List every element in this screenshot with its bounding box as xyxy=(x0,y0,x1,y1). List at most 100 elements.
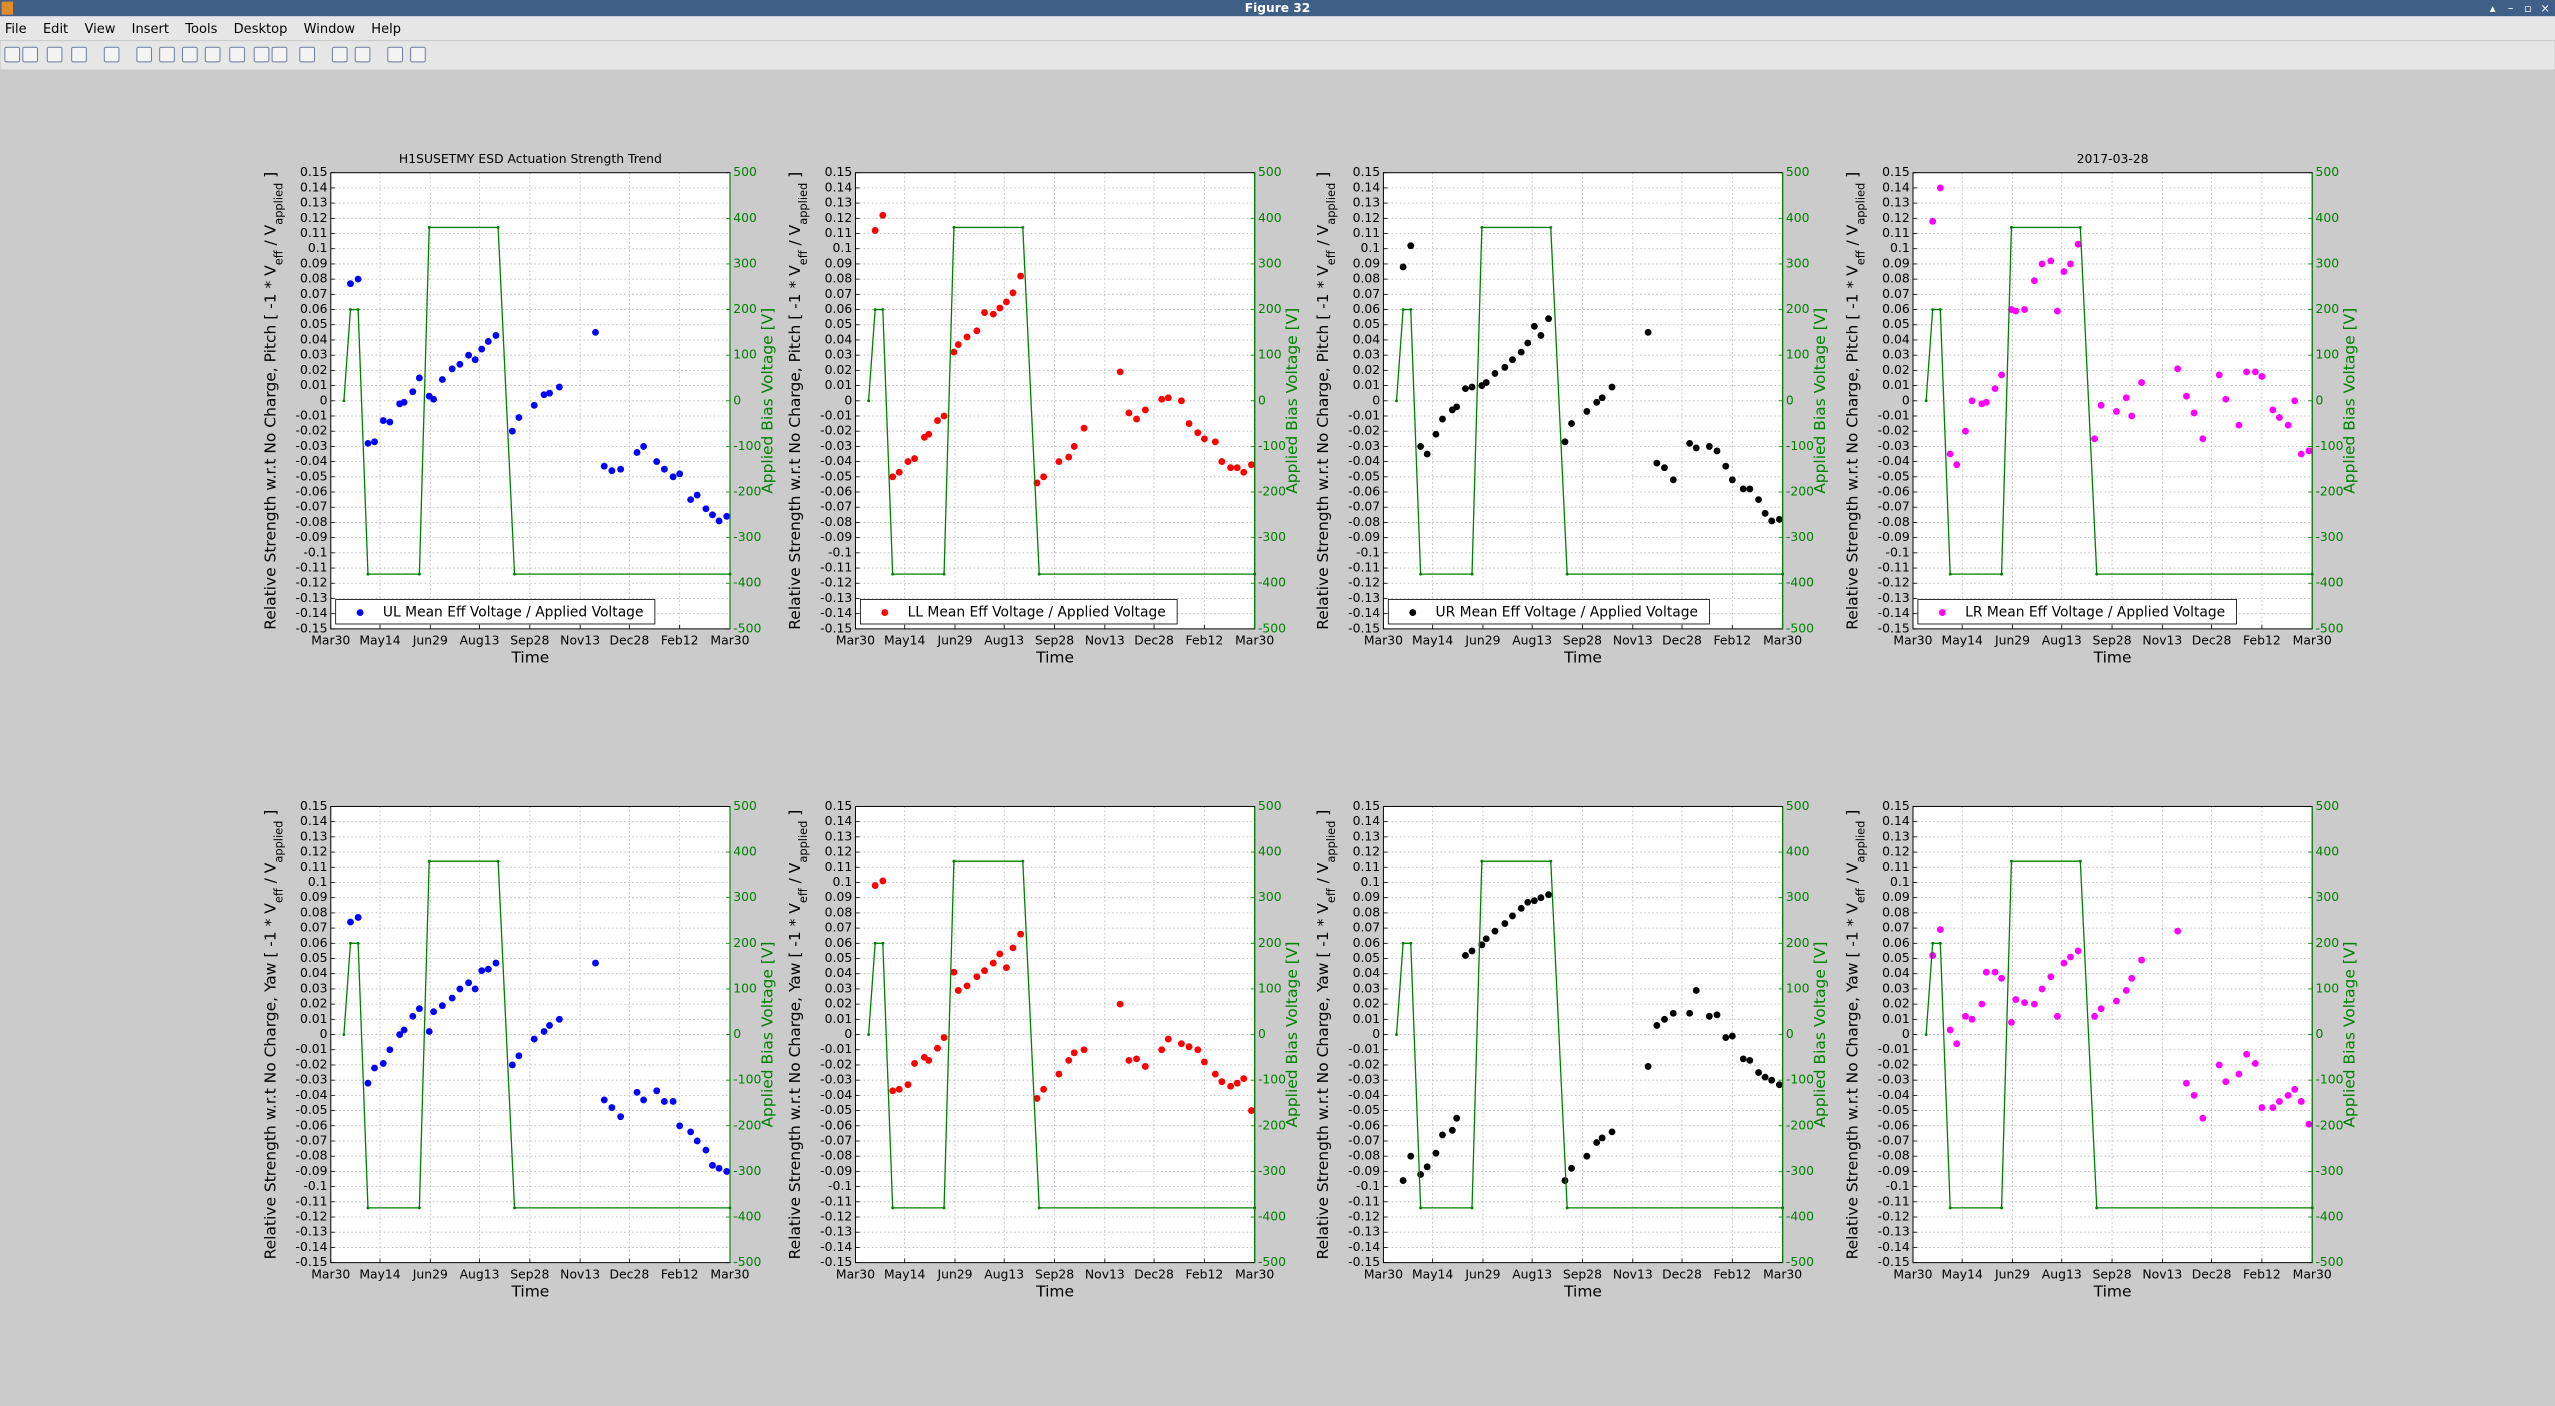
y-tick-label: 0.02 xyxy=(825,363,853,377)
window-controls[interactable]: ▴ – ▫ × xyxy=(2490,1,2550,15)
x-tick-label: Dec28 xyxy=(1134,634,1174,648)
y-tick-label: 0.12 xyxy=(1882,211,1910,225)
control-up[interactable]: ▴ xyxy=(2490,1,2496,15)
toolbar-button[interactable] xyxy=(387,46,403,63)
y-tick-label: 0.05 xyxy=(1882,951,1910,965)
y2-tick-label: -300 xyxy=(733,530,761,544)
y-axis-label-part: eff xyxy=(271,887,285,903)
subplot: -0.15-0.14-0.13-0.12-0.11-0.1-0.09-0.08-… xyxy=(786,165,1301,667)
y-tick-label: 0.14 xyxy=(1353,814,1381,828)
menu-item[interactable]: Insert xyxy=(132,22,169,37)
toolbar-buttons xyxy=(4,46,426,63)
y-tick-label: -0.09 xyxy=(1878,1164,1910,1178)
data-point xyxy=(676,470,684,478)
data-point xyxy=(2284,421,2292,429)
toolbar-button[interactable] xyxy=(159,46,175,63)
y-tick-label: 0.05 xyxy=(825,317,853,331)
menu-item[interactable]: Desktop xyxy=(234,22,288,37)
toolbar-button[interactable] xyxy=(410,46,426,63)
legend-marker xyxy=(881,609,889,617)
y2-tick-label: 0 xyxy=(733,1027,741,1041)
menu-item[interactable]: View xyxy=(84,22,115,37)
control-min[interactable]: – xyxy=(2508,1,2514,15)
y2-tick-label: -100 xyxy=(1786,439,1814,453)
y-tick-label: -0.05 xyxy=(1348,1103,1380,1117)
toolbar-button[interactable] xyxy=(331,46,348,63)
data-point xyxy=(492,331,500,339)
x-tick-label: Aug13 xyxy=(1512,1267,1552,1281)
data-point xyxy=(1194,1046,1202,1054)
data-point xyxy=(954,341,962,348)
data-point xyxy=(1417,442,1425,450)
data-point xyxy=(1491,927,1499,935)
toolbar-button[interactable] xyxy=(271,46,288,63)
toolbar-button[interactable] xyxy=(253,46,270,63)
toolbar-button[interactable] xyxy=(182,46,198,63)
x-axis-label: Time xyxy=(2093,649,2132,667)
y-axis-label-part: applied xyxy=(1854,183,1868,225)
data-point xyxy=(2190,1091,2198,1099)
y2-tick-label: 300 xyxy=(733,890,757,904)
menu-item[interactable]: File xyxy=(5,22,27,37)
toolbar-button[interactable] xyxy=(204,46,221,63)
toolbar-button[interactable] xyxy=(71,46,87,63)
y2-tick-label: 300 xyxy=(2315,890,2339,904)
data-point xyxy=(1227,464,1235,472)
toolbar-button[interactable] xyxy=(354,46,371,63)
data-point xyxy=(1669,1009,1677,1017)
data-point xyxy=(600,1096,608,1104)
voltage-point xyxy=(2009,225,2013,229)
voltage-point xyxy=(427,859,431,863)
y2-tick-label: -200 xyxy=(1258,485,1286,499)
data-point xyxy=(2008,1018,2015,1026)
data-point xyxy=(456,985,464,993)
toolbar-button[interactable] xyxy=(136,46,153,63)
voltage-point xyxy=(1480,225,1484,229)
app-icon xyxy=(1,1,14,15)
data-point xyxy=(1164,1035,1172,1043)
data-point xyxy=(2122,987,2130,994)
data-point xyxy=(1233,1079,1241,1087)
y2-tick-label: -400 xyxy=(733,576,761,590)
toolbar-button[interactable] xyxy=(46,46,63,63)
voltage-point xyxy=(349,941,352,945)
toolbar-button[interactable] xyxy=(4,46,21,63)
data-point xyxy=(1240,1075,1248,1083)
voltage-point xyxy=(417,1206,421,1210)
x-tick-label: Mar30 xyxy=(836,634,875,648)
y-tick-label: -0.03 xyxy=(295,439,327,453)
data-point xyxy=(1055,458,1063,466)
menu-item[interactable]: Window xyxy=(304,22,356,37)
x-tick-label: May14 xyxy=(1412,1267,1453,1281)
y-tick-label: -0.04 xyxy=(820,454,852,468)
y-tick-label: -0.11 xyxy=(820,561,852,575)
data-point xyxy=(2297,450,2305,458)
y-axis-label-part: Relative Strength w.r.t No Charge, Yaw [… xyxy=(261,903,279,1260)
data-point xyxy=(981,309,988,317)
voltage-point xyxy=(952,225,956,229)
y-tick-label: -0.1 xyxy=(1356,545,1380,559)
data-point xyxy=(1423,1163,1431,1171)
data-point xyxy=(386,418,394,426)
control-close[interactable]: × xyxy=(2540,1,2550,15)
toolbar-button[interactable] xyxy=(229,46,245,63)
y-axis-label-part: ] xyxy=(786,810,804,821)
menu-item[interactable]: Tools xyxy=(184,22,217,37)
data-point xyxy=(2269,406,2277,414)
data-point xyxy=(911,455,918,462)
y-tick-label: -0.08 xyxy=(295,1149,327,1163)
control-max[interactable]: ▫ xyxy=(2524,1,2532,15)
toolbar-button[interactable] xyxy=(299,46,315,63)
data-point xyxy=(889,473,897,481)
menu-item[interactable]: Help xyxy=(371,22,401,37)
y-axis-label: Relative Strength w.r.t No Charge, Yaw [… xyxy=(786,810,810,1260)
toolbar-button[interactable] xyxy=(103,46,120,63)
data-point xyxy=(1644,1063,1652,1070)
y-tick-label: 0.1 xyxy=(308,875,328,889)
data-point xyxy=(640,1096,648,1104)
menu-item[interactable]: Edit xyxy=(43,22,68,37)
toolbar-button[interactable] xyxy=(22,46,38,63)
voltage-point xyxy=(1470,1206,1474,1210)
y-tick-label: -0.07 xyxy=(820,500,852,514)
y2-tick-label: 300 xyxy=(1786,256,1810,270)
